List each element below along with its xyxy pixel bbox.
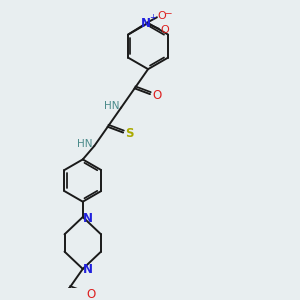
Text: +: + [149, 13, 156, 22]
Text: N: N [82, 212, 93, 224]
Text: S: S [126, 127, 134, 140]
Text: HN: HN [104, 100, 119, 111]
Text: −: − [164, 8, 171, 17]
Text: N: N [141, 16, 152, 29]
Text: O: O [152, 88, 161, 102]
Text: O: O [160, 25, 169, 35]
Text: N: N [82, 263, 93, 276]
Text: HN: HN [77, 139, 92, 149]
Text: O: O [158, 11, 166, 21]
Text: O: O [87, 288, 96, 300]
